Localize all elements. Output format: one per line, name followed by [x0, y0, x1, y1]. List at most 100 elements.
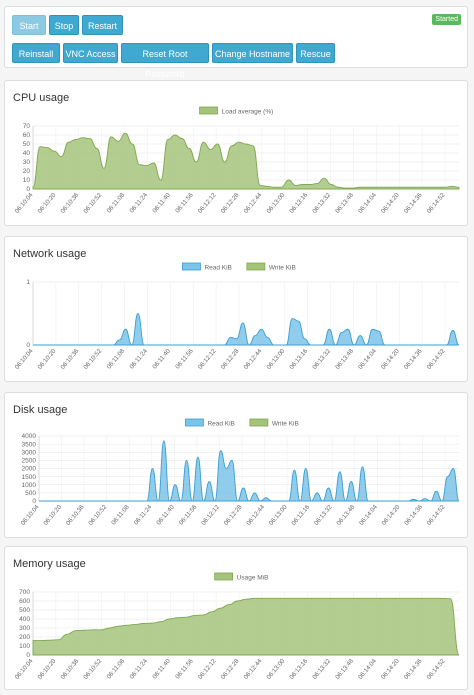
disk-legend-item-1[interactable]: Write KiB	[249, 418, 299, 428]
network-xtick-12: 06:13:16	[288, 347, 309, 370]
status-badge: Started	[432, 14, 461, 25]
cpu-xtick-15: 06:14:04	[357, 191, 378, 214]
memory-xtick-1: 06:10:20	[37, 657, 58, 680]
cpu-ytick-4: 40	[23, 150, 31, 157]
network-xtick-11: 06:13:00	[265, 347, 286, 370]
restart-button[interactable]: Restart	[82, 15, 123, 35]
disk-xtick-5: 06:11:24	[133, 503, 154, 526]
start-button[interactable]: Start	[12, 15, 46, 35]
disk-xtick-7: 06:11:56	[178, 503, 199, 526]
network-legend-item-1[interactable]: Write KiB	[246, 262, 296, 272]
cpu-series-0-area	[32, 132, 460, 190]
disk-xtick-9: 06:12:28	[223, 503, 244, 526]
disk-legend-label-0: Read KiB	[207, 421, 234, 428]
disk-ytick-4: 2000	[22, 466, 37, 473]
memory-xtick-14: 06:13:48	[334, 657, 355, 680]
disk-xtick-3: 06:10:52	[87, 503, 108, 526]
disk-xtick-17: 06:14:36	[403, 503, 424, 526]
memory-ytick-5: 500	[19, 607, 30, 614]
cpu-xtick-8: 06:12:12	[197, 191, 218, 214]
memory-legend-item-0[interactable]: Usage MiB	[214, 572, 269, 582]
cpu-ytick-7: 70	[23, 123, 31, 130]
disk-xtick-0: 06:10:04	[20, 503, 41, 526]
disk-xtick-10: 06:12:44	[245, 503, 266, 526]
network-xtick-4: 06:11:08	[106, 347, 127, 370]
disk-xtick-11: 06:13:00	[268, 503, 289, 526]
cpu-ytick-5: 50	[23, 141, 31, 148]
cpu-xtick-16: 06:14:20	[380, 191, 401, 214]
memory-xtick-16: 06:14:20	[380, 657, 401, 680]
server-actions-panel: Start Stop Restart Reinstall VNC Access …	[4, 6, 468, 79]
network-xtick-5: 06:11:24	[128, 347, 149, 370]
cpu-xtick-5: 06:11:24	[128, 191, 149, 214]
network-xtick-0: 06:10:04	[14, 347, 35, 370]
cpu-xtick-14: 06:13:48	[334, 191, 355, 214]
memory-xtick-18: 06:14:52	[426, 657, 447, 680]
cpu-usage-title: CPU usage	[13, 92, 70, 104]
network-legend-item-0[interactable]: Read KiB	[182, 262, 232, 272]
vnc-access-button[interactable]: VNC Access	[63, 43, 118, 63]
disk-series-0-area	[38, 440, 460, 502]
disk-xtick-16: 06:14:20	[381, 503, 402, 526]
network-xtick-7: 06:11:56	[174, 347, 195, 370]
cpu-ytick-2: 20	[23, 168, 31, 175]
cpu-ytick-1: 10	[23, 177, 31, 184]
disk-ytick-2: 1000	[22, 482, 37, 489]
disk-xtick-18: 06:14:52	[426, 503, 447, 526]
cpu-ytick-3: 30	[23, 159, 31, 166]
network-usage-panel: Network usage Read KiB Write KiB 0 1 06:10:0…	[4, 236, 468, 382]
change-hostname-button[interactable]: Change Hostname	[212, 43, 293, 63]
memory-xtick-4: 06:11:08	[106, 657, 127, 680]
cpu-ytick-0: 0	[26, 186, 30, 193]
cpu-xtick-1: 06:10:20	[37, 191, 58, 214]
memory-xtick-0: 06:10:04	[14, 657, 35, 680]
disk-xtick-4: 06:11:08	[110, 503, 131, 526]
reinstall-button[interactable]: Reinstall	[12, 43, 60, 63]
cpu-legend-item-0[interactable]: Load average (%)	[199, 106, 274, 116]
rescue-button[interactable]: Rescue	[296, 43, 335, 63]
memory-xtick-3: 06:10:52	[82, 657, 103, 680]
network-xtick-16: 06:14:20	[380, 347, 401, 370]
memory-ytick-4: 400	[19, 616, 30, 623]
cpu-xtick-6: 06:11:40	[151, 191, 172, 214]
cpu-xtick-4: 06:11:08	[106, 191, 127, 214]
network-xtick-8: 06:12:12	[197, 347, 218, 370]
cpu-xtick-11: 06:13:00	[265, 191, 286, 214]
memory-xtick-17: 06:14:36	[403, 657, 424, 680]
memory-xtick-15: 06:14:04	[357, 657, 378, 680]
disk-xtick-6: 06:11:40	[155, 503, 176, 526]
network-xtick-3: 06:10:52	[82, 347, 103, 370]
cpu-xtick-2: 06:10:36	[59, 191, 80, 214]
network-xtick-17: 06:14:36	[403, 347, 424, 370]
disk-xtick-13: 06:13:32	[313, 503, 334, 526]
memory-ytick-0: 0	[26, 652, 30, 659]
disk-ytick-6: 3000	[22, 449, 37, 456]
network-xtick-15: 06:14:04	[357, 347, 378, 370]
disk-legend-item-0[interactable]: Read KiB	[185, 418, 235, 428]
disk-usage-title: Disk usage	[13, 404, 68, 416]
cpu-ytick-6: 60	[23, 132, 31, 139]
stop-button[interactable]: Stop	[49, 15, 79, 35]
disk-xtick-8: 06:12:12	[200, 503, 221, 526]
cpu-usage-panel: CPU usage Load average (%) 0 10 20 30 40 50 60 7…	[4, 80, 468, 226]
reset-root-password-button[interactable]: Reset Root Password	[121, 43, 209, 79]
cpu-xtick-17: 06:14:36	[403, 191, 424, 214]
cpu-xtick-3: 06:10:52	[82, 191, 103, 214]
memory-xtick-5: 06:11:24	[128, 657, 149, 680]
network-legend-label-1: Write KiB	[269, 265, 296, 272]
disk-xtick-14: 06:13:48	[335, 503, 356, 526]
memory-ytick-2: 200	[19, 634, 30, 641]
memory-xtick-13: 06:13:32	[311, 657, 332, 680]
cpu-xtick-13: 06:13:32	[311, 191, 332, 214]
network-xtick-2: 06:10:36	[59, 347, 80, 370]
disk-usage-panel: Disk usage Read KiB Write KiB 0 500 1000 1500…	[4, 392, 468, 538]
network-usage-title: Network usage	[13, 248, 87, 260]
disk-ytick-8: 4000	[22, 433, 37, 440]
memory-xtick-6: 06:11:40	[151, 657, 172, 680]
memory-xtick-12: 06:13:16	[288, 657, 309, 680]
memory-xtick-7: 06:11:56	[174, 657, 195, 680]
disk-xtick-2: 06:10:36	[65, 503, 86, 526]
